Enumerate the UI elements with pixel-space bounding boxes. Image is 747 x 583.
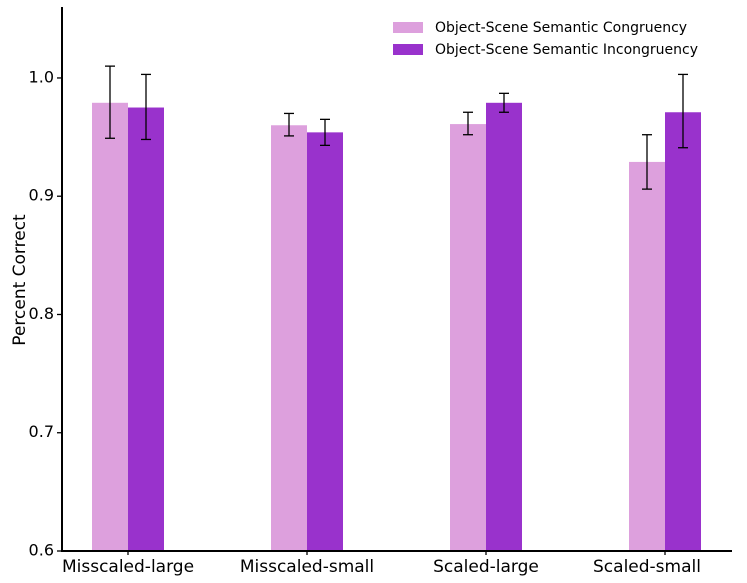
legend-label: Object-Scene Semantic Congruency <box>435 20 687 36</box>
legend-swatch <box>393 44 423 55</box>
y-tick-label: 0.9 <box>29 186 54 205</box>
bars-layer <box>92 102 701 552</box>
error-bar-incongruency-1 <box>320 118 330 147</box>
bar-incongruency-0 <box>128 107 164 552</box>
legend-item-incongruency: Object-Scene Semantic Incongruency <box>393 42 698 58</box>
x-ticks-layer: Misscaled-large Misscaled-small Scaled-lar… <box>62 551 701 577</box>
bar-congruency-3 <box>629 161 665 551</box>
legend-label: Object-Scene Semantic Incongruency <box>435 42 698 58</box>
y-tick-label: 0.8 <box>29 304 54 323</box>
error-bar-congruency-0 <box>105 65 115 139</box>
error-bar-congruency-1 <box>284 112 294 137</box>
bar-congruency-0 <box>92 102 128 551</box>
axes-layer <box>61 7 732 552</box>
y-tick-label: 1.0 <box>29 67 54 86</box>
bar-incongruency-3 <box>665 112 701 552</box>
error-bar-congruency-2 <box>463 111 473 136</box>
x-category-label: Scaled-small <box>593 557 701 577</box>
legend: Object-Scene Semantic Congruency Object-S… <box>393 20 698 58</box>
bar-incongruency-1 <box>307 132 343 552</box>
y-ticks-layer: 0.6 0.7 0.8 0.9 1.0 <box>29 67 62 560</box>
bar-congruency-1 <box>271 125 307 552</box>
y-tick-label: 0.7 <box>29 422 54 441</box>
x-category-label: Misscaled-large <box>62 557 194 577</box>
x-category-label: Misscaled-small <box>240 557 374 577</box>
error-bar-congruency-3 <box>642 134 652 190</box>
bar-incongruency-2 <box>486 102 522 551</box>
error-bar-incongruency-2 <box>499 92 509 113</box>
y-axis-title: Percent Correct <box>10 214 30 346</box>
error-bar-incongruency-3 <box>678 73 688 149</box>
bar-congruency-2 <box>450 124 486 552</box>
legend-swatch <box>393 22 423 33</box>
legend-item-congruency: Object-Scene Semantic Congruency <box>393 20 687 36</box>
x-category-label: Scaled-large <box>433 557 539 577</box>
error-bar-incongruency-0 <box>141 73 151 141</box>
y-tick-label: 0.6 <box>29 541 54 560</box>
error-bars-layer <box>105 65 688 190</box>
